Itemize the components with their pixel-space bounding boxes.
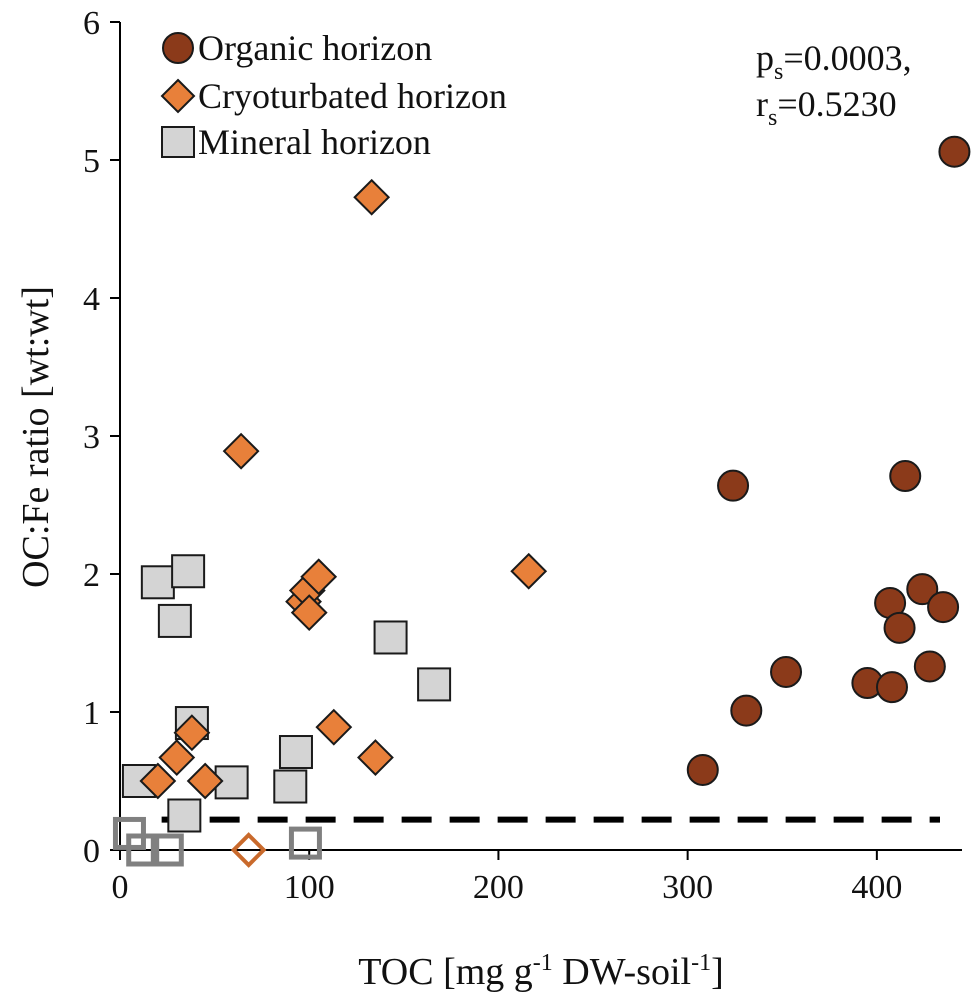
organic-point [770,655,803,688]
mineral-point [157,603,192,638]
mineral-point-open [126,833,160,867]
y-tick-label: 4 [83,281,100,318]
cryoturbated-point [186,762,224,800]
organic-point [927,591,960,624]
cryoturbated-point [173,714,211,752]
cryoturbated-point [510,552,548,590]
organic-point [913,650,946,683]
organic-point [906,573,939,606]
x-axis-title: TOC [mg g-1 DW-soil-1] [358,950,723,993]
y-tick-label: 2 [83,557,100,594]
cryoturbated-point [315,708,353,746]
mineral-point [171,554,206,589]
stat-p-value: ps=0.0003, [756,38,912,85]
stat-r-value: rs=0.5230 [756,84,897,131]
mineral-point [373,620,408,655]
mineral-point [167,798,202,833]
cryoturbated-point [158,739,196,776]
legend-label-cryoturbated: Cryoturbated horizon [198,76,507,116]
y-axis-title: OC:Fe ratio [wt:wt] [15,286,57,588]
legend-label-organic: Organic horizon [198,28,432,68]
legend-marker-mineral [161,126,195,158]
mineral-point [417,667,452,702]
organic-point [717,469,750,502]
cryoturbated-point-open [230,832,267,868]
x-tick-label: 400 [851,869,902,906]
x-tick-label: 300 [662,869,713,906]
x-tick-label: 0 [112,869,129,906]
organic-point [875,671,908,704]
cryoturbated-point [222,432,260,470]
cryoturbated-point [357,739,394,776]
legend-marker-organic [162,32,194,64]
mineral-point [273,769,308,804]
y-tick-label: 1 [83,695,100,732]
y-tick-label: 6 [83,5,100,42]
legend-label-mineral: Mineral horizon [198,122,431,162]
x-tick-label: 100 [284,869,335,906]
organic-point [883,611,916,644]
cryoturbated-point [290,594,328,632]
mineral-point-open [288,826,322,860]
y-tick-label: 0 [83,833,100,870]
organic-point [889,460,922,493]
mineral-point [278,735,313,770]
legend-marker-cryoturbated [160,78,196,114]
axes: 0 1 2 3 4 5 6 0 100 200 300 400 [83,5,962,906]
mineral-point [140,565,175,600]
organic-point [730,694,763,727]
mineral-point-open [150,833,184,867]
stats-annotation: ps=0.0003, rs=0.5230 [756,38,912,131]
cryoturbated-point [300,558,338,596]
organic-point [938,135,971,168]
y-tick-label: 5 [83,143,100,180]
points-layer [112,135,971,868]
x-tick-label: 200 [473,869,524,906]
y-tick-label: 3 [83,419,100,456]
cryoturbated-point [353,178,391,216]
organic-point [686,753,719,786]
legend: Organic horizon Cryoturbated horizon Min… [160,28,507,162]
cryoturbated-point [139,762,177,800]
